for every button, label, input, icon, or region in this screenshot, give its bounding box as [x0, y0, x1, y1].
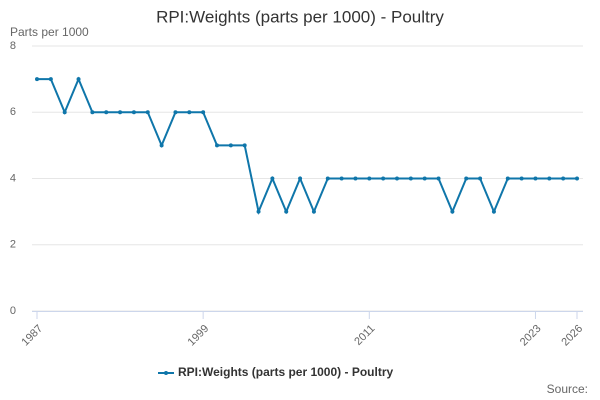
point — [491, 209, 496, 214]
legend-symbol — [164, 371, 168, 375]
point — [533, 176, 538, 181]
x-tick-label: 1999 — [186, 323, 212, 349]
point — [381, 176, 386, 181]
point — [242, 143, 247, 148]
point — [48, 77, 53, 82]
point — [298, 176, 303, 181]
y-tick-label: 6 — [10, 106, 16, 118]
y-tick-label: 4 — [10, 172, 16, 184]
legend-label: RPI:Weights (parts per 1000) - Poultry — [178, 365, 393, 379]
point — [256, 209, 261, 214]
y-tick-label: 2 — [10, 239, 16, 251]
point — [270, 176, 275, 181]
point — [561, 176, 566, 181]
point — [201, 110, 206, 115]
point — [76, 77, 81, 82]
y-axis-label: Parts per 1000 — [10, 25, 89, 39]
point — [145, 110, 150, 115]
point — [339, 176, 344, 181]
point — [62, 110, 67, 115]
chart-title: RPI:Weights (parts per 1000) - Poultry — [156, 7, 444, 26]
point — [367, 176, 372, 181]
point — [505, 176, 510, 181]
point — [408, 176, 413, 181]
x-tick-label: 1987 — [19, 323, 45, 349]
point — [311, 209, 316, 214]
point — [173, 110, 178, 115]
point — [187, 110, 192, 115]
point — [395, 176, 399, 181]
point — [353, 176, 358, 181]
point — [131, 110, 136, 115]
y-tick-label: 8 — [10, 40, 16, 52]
point — [118, 110, 123, 115]
y-tick-label: 0 — [10, 305, 16, 317]
point — [464, 176, 469, 181]
x-tick-label: 2011 — [352, 323, 377, 348]
point — [228, 143, 233, 148]
x-tick-label: 2026 — [559, 323, 585, 349]
point — [284, 209, 289, 214]
source-label: Source: — [547, 382, 588, 396]
point — [575, 176, 579, 181]
point — [325, 176, 330, 181]
point — [436, 176, 441, 181]
point — [547, 176, 552, 181]
point — [215, 143, 219, 148]
point — [422, 176, 427, 181]
point — [35, 77, 39, 82]
point — [159, 143, 164, 148]
point — [104, 110, 109, 115]
point — [519, 176, 524, 181]
point — [90, 110, 95, 115]
x-tick-label: 2023 — [518, 323, 544, 349]
point — [450, 209, 455, 214]
point — [478, 176, 483, 181]
line — [37, 76, 577, 215]
